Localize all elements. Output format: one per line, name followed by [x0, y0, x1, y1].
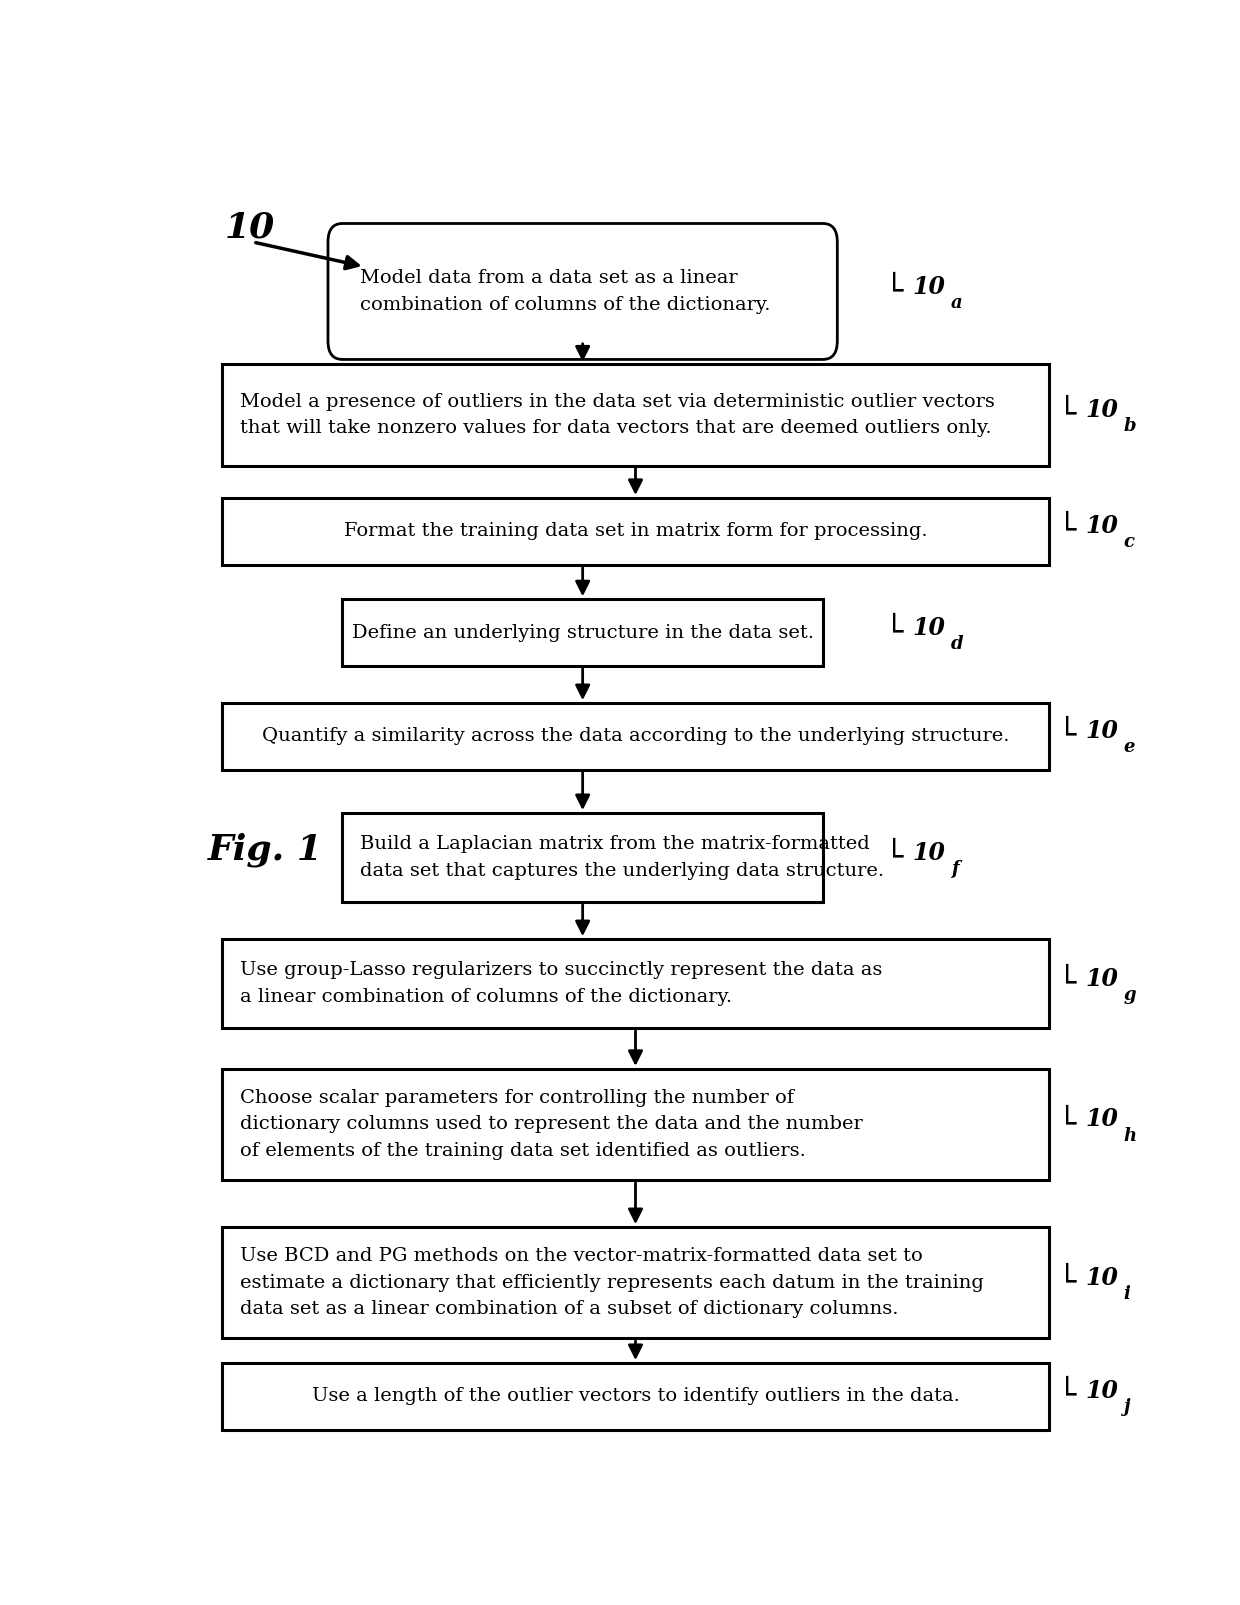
Text: i: i — [1123, 1284, 1131, 1303]
Text: 10: 10 — [1085, 514, 1118, 538]
Text: Use group-Lasso regularizers to succinctly represent the data as
a linear combin: Use group-Lasso regularizers to succinct… — [239, 961, 882, 1006]
Text: └: └ — [1058, 1111, 1076, 1140]
Text: g: g — [1123, 985, 1136, 1003]
Text: └: └ — [1058, 517, 1076, 546]
Text: Build a Laplacian matrix from the matrix-formatted
data set that captures the un: Build a Laplacian matrix from the matrix… — [360, 835, 884, 880]
Text: └: └ — [1058, 722, 1076, 751]
Text: h: h — [1123, 1127, 1137, 1144]
FancyBboxPatch shape — [222, 1069, 1049, 1180]
FancyBboxPatch shape — [342, 599, 823, 666]
FancyBboxPatch shape — [222, 1226, 1049, 1339]
FancyBboxPatch shape — [222, 498, 1049, 565]
Text: Use BCD and PG methods on the vector-matrix-formatted data set to
estimate a dic: Use BCD and PG methods on the vector-mat… — [239, 1247, 983, 1318]
Text: Quantify a similarity across the data according to the underlying structure.: Quantify a similarity across the data ac… — [262, 727, 1009, 745]
Text: 10: 10 — [913, 841, 945, 865]
Text: Define an underlying structure in the data set.: Define an underlying structure in the da… — [352, 624, 813, 642]
Text: 10: 10 — [1085, 1107, 1118, 1132]
Text: Model data from a data set as a linear
combination of columns of the dictionary.: Model data from a data set as a linear c… — [360, 270, 770, 313]
Text: 10: 10 — [1085, 966, 1118, 990]
Text: Model a presence of outliers in the data set via deterministic outlier vectors
t: Model a presence of outliers in the data… — [239, 393, 994, 437]
Text: Format the training data set in matrix form for processing.: Format the training data set in matrix f… — [343, 522, 928, 541]
FancyBboxPatch shape — [222, 939, 1049, 1029]
Text: └: └ — [885, 618, 904, 647]
FancyBboxPatch shape — [222, 703, 1049, 770]
Text: └: └ — [1058, 969, 1076, 998]
Text: └: └ — [1058, 401, 1076, 430]
Text: 10: 10 — [1085, 398, 1118, 422]
Text: 10: 10 — [1085, 1379, 1118, 1403]
Text: c: c — [1123, 533, 1135, 552]
FancyBboxPatch shape — [327, 223, 837, 360]
Text: 10: 10 — [913, 616, 945, 640]
Text: └: └ — [885, 843, 904, 872]
Text: d: d — [951, 634, 963, 653]
Text: └: └ — [1058, 1268, 1076, 1297]
Text: f: f — [951, 860, 959, 878]
FancyBboxPatch shape — [342, 814, 823, 902]
Text: Use a length of the outlier vectors to identify outliers in the data.: Use a length of the outlier vectors to i… — [311, 1387, 960, 1406]
Text: e: e — [1123, 738, 1135, 756]
Text: j: j — [1123, 1398, 1130, 1417]
FancyBboxPatch shape — [222, 1363, 1049, 1430]
Text: Fig. 1: Fig. 1 — [208, 833, 322, 867]
Text: 10: 10 — [913, 274, 945, 299]
Text: a: a — [951, 294, 962, 311]
Text: 10: 10 — [1085, 1266, 1118, 1290]
Text: 10: 10 — [1085, 719, 1118, 743]
FancyBboxPatch shape — [222, 364, 1049, 465]
Text: └: └ — [1058, 1382, 1076, 1411]
Text: Choose scalar parameters for controlling the number of
dictionary columns used t: Choose scalar parameters for controlling… — [239, 1090, 862, 1160]
Text: └: └ — [885, 278, 904, 307]
Text: b: b — [1123, 417, 1136, 435]
Text: 10: 10 — [224, 210, 274, 244]
